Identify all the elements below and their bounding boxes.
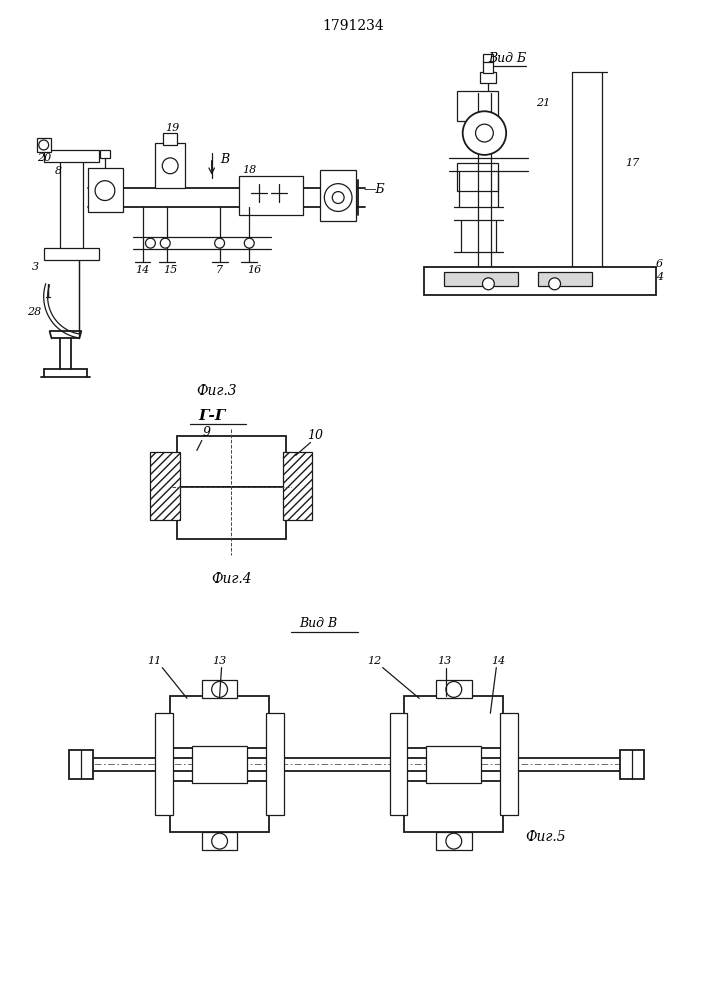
Text: 7: 7 xyxy=(216,265,223,275)
Bar xyxy=(69,750,93,779)
Bar xyxy=(156,143,185,188)
Circle shape xyxy=(325,184,352,211)
Text: 1791234: 1791234 xyxy=(322,19,384,33)
Text: Фиг.4: Фиг.4 xyxy=(211,572,252,586)
Bar xyxy=(37,138,51,152)
Bar xyxy=(426,746,481,783)
Text: Фиг.5: Фиг.5 xyxy=(525,830,566,844)
Bar xyxy=(457,163,498,191)
Text: Вид Б: Вид Б xyxy=(489,52,527,65)
Text: 10: 10 xyxy=(308,429,324,442)
Circle shape xyxy=(476,124,493,142)
Circle shape xyxy=(549,278,561,290)
Text: В: В xyxy=(220,153,229,166)
Circle shape xyxy=(245,238,255,248)
Bar xyxy=(424,267,656,295)
Circle shape xyxy=(146,238,156,248)
Circle shape xyxy=(332,192,344,203)
Bar xyxy=(266,713,284,815)
Bar xyxy=(501,713,518,815)
Text: 8: 8 xyxy=(55,166,62,176)
Text: 9: 9 xyxy=(203,426,211,439)
Bar xyxy=(320,170,356,221)
Circle shape xyxy=(211,833,228,849)
Text: 13: 13 xyxy=(213,656,227,666)
Text: 13: 13 xyxy=(437,656,451,666)
Text: Фиг.3: Фиг.3 xyxy=(197,384,237,398)
Text: 19: 19 xyxy=(165,123,180,133)
Bar xyxy=(201,680,238,698)
Text: 4: 4 xyxy=(656,272,663,282)
Text: 14: 14 xyxy=(491,656,506,666)
Bar xyxy=(538,272,592,286)
Bar xyxy=(100,150,110,158)
Bar xyxy=(170,696,269,748)
Circle shape xyxy=(95,181,115,201)
Bar xyxy=(44,150,99,162)
Bar xyxy=(240,176,303,215)
Circle shape xyxy=(446,681,462,697)
Text: 20: 20 xyxy=(37,153,51,163)
Text: —Б: —Б xyxy=(364,183,385,196)
Bar xyxy=(163,133,177,145)
Circle shape xyxy=(215,238,225,248)
Text: 3: 3 xyxy=(33,262,40,272)
Circle shape xyxy=(211,681,228,697)
Text: 17: 17 xyxy=(626,158,640,168)
Bar xyxy=(444,272,518,286)
Text: 6: 6 xyxy=(656,259,663,269)
Circle shape xyxy=(160,238,170,248)
Circle shape xyxy=(482,278,494,290)
Text: 12: 12 xyxy=(368,656,382,666)
Text: 15: 15 xyxy=(163,265,177,275)
Text: 18: 18 xyxy=(242,165,257,175)
Text: 11: 11 xyxy=(147,656,161,666)
Bar xyxy=(59,158,83,252)
Text: 16: 16 xyxy=(247,265,262,275)
Text: 21: 21 xyxy=(536,98,550,108)
Bar xyxy=(484,54,493,62)
Bar xyxy=(436,680,472,698)
Text: 14: 14 xyxy=(136,265,150,275)
Bar xyxy=(177,487,286,539)
Bar xyxy=(620,750,643,779)
Bar xyxy=(390,713,407,815)
Bar xyxy=(457,91,498,121)
Bar xyxy=(484,61,493,73)
Bar xyxy=(192,746,247,783)
Bar xyxy=(177,436,286,487)
Bar xyxy=(481,72,496,83)
Text: Вид В: Вид В xyxy=(299,617,337,630)
Bar xyxy=(283,452,312,520)
Bar xyxy=(436,832,472,850)
Bar xyxy=(170,781,269,832)
Text: Г-Г: Г-Г xyxy=(198,409,226,423)
Bar xyxy=(404,781,503,832)
Circle shape xyxy=(163,158,178,174)
Circle shape xyxy=(462,111,506,155)
Bar xyxy=(44,248,99,260)
Bar xyxy=(151,452,180,520)
Bar xyxy=(156,713,173,815)
Text: 28: 28 xyxy=(27,307,41,317)
Bar xyxy=(404,696,503,748)
Circle shape xyxy=(39,140,49,150)
Circle shape xyxy=(446,833,462,849)
Bar xyxy=(201,832,238,850)
Bar xyxy=(88,168,123,212)
